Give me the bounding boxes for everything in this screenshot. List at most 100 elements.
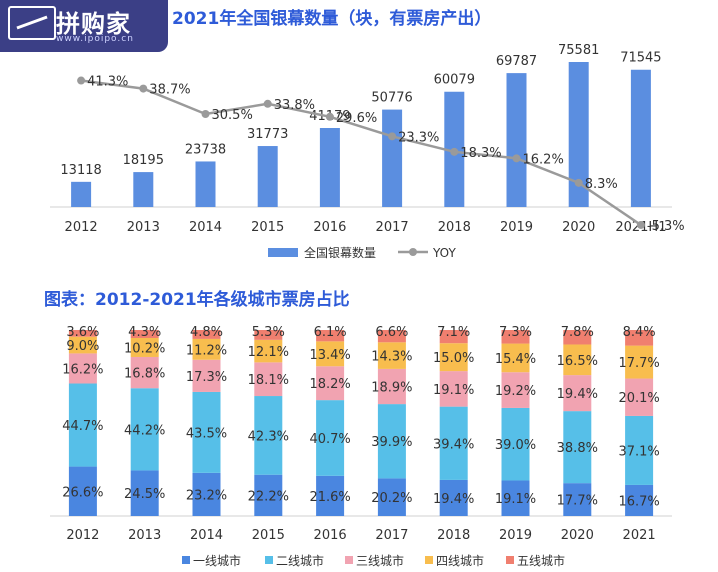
chart2-segment	[130, 330, 159, 338]
chart1-bar	[71, 181, 92, 207]
chart2-segment	[501, 480, 530, 516]
chart2-segment-label: 17.3%	[186, 370, 227, 385]
chart2-segment	[625, 378, 654, 416]
chart2-x-tick: 2015	[252, 528, 285, 543]
chart1-yoy-label: 8.3%	[585, 177, 618, 192]
chart1-bar	[382, 109, 403, 207]
logo-chart-icon	[8, 6, 56, 40]
chart2-segment	[316, 400, 345, 476]
chart2-segment-label: 39.0%	[495, 438, 536, 453]
chart2-segment	[192, 330, 221, 339]
chart1-x-tick: 2015	[251, 220, 284, 235]
chart2-segment	[563, 411, 592, 484]
chart1-yoy-point	[512, 154, 521, 163]
chart2-legend-label: 四线城市	[436, 553, 484, 568]
chart2-legend-label: 三线城市	[356, 553, 404, 568]
chart2-segment-label: 19.4%	[557, 387, 598, 402]
chart2-segment	[192, 472, 221, 516]
chart2-segment-label: 16.2%	[62, 362, 103, 377]
chart2-segment-label: 7.8%	[561, 325, 594, 340]
chart2-segment	[501, 343, 530, 373]
chart1-bar	[630, 69, 651, 207]
chart1-bar	[568, 62, 589, 207]
chart2-legend-label: 一线城市	[193, 553, 241, 568]
site-logo: 拼购家 www.ipoipo.cn	[0, 0, 168, 52]
chart2-segment	[377, 368, 406, 405]
chart1-bar-label: 69787	[496, 54, 537, 69]
chart2-segment-label: 44.2%	[124, 423, 165, 438]
chart1-yoy-label: 16.2%	[523, 152, 564, 167]
chart1-yoy-label: 30.5%	[212, 108, 253, 123]
chart1-bar	[133, 172, 154, 207]
chart2-segment-label: 15.0%	[433, 351, 474, 366]
chart1-x-tick: 2020	[562, 220, 595, 235]
chart2-segment-label: 19.1%	[495, 492, 536, 507]
chart2-segment	[68, 466, 97, 516]
chart1-bar-label: 13118	[60, 163, 101, 178]
chart2-segment	[377, 342, 406, 369]
chart2-segment-label: 3.6%	[66, 325, 99, 340]
chart1-yoy-point	[139, 84, 148, 93]
chart2-segment-label: 37.1%	[618, 444, 659, 459]
chart1-bar-label: 50776	[371, 91, 412, 106]
chart2-segment-label: 19.2%	[495, 384, 536, 399]
chart1-x-tick: 2016	[313, 220, 346, 235]
chart2-legend-swatch	[425, 556, 433, 564]
chart1-yoy-label: 18.3%	[460, 146, 501, 161]
chart2-segment	[192, 391, 221, 473]
chart2-x-tick: 2020	[561, 528, 594, 543]
chart2-segment-label: 23.2%	[186, 488, 227, 503]
chart1-yoy-label: 38.7%	[149, 83, 190, 98]
chart2-segment	[563, 483, 592, 516]
chart2-segment-label: 8.4%	[623, 325, 656, 340]
chart2-segment	[192, 359, 221, 392]
chart2-segment	[68, 330, 97, 337]
chart2-segment	[501, 407, 530, 481]
chart2-segment-label: 16.7%	[618, 494, 659, 509]
chart2-segment	[439, 330, 468, 344]
chart2-x-tick: 2012	[66, 528, 99, 543]
chart2-segment-label: 5.3%	[252, 325, 285, 340]
chart1-x-tick: 2014	[189, 220, 222, 235]
chart2-segment	[563, 375, 592, 412]
chart2-segment-label: 18.2%	[309, 377, 350, 392]
chart2-segment-label: 20.2%	[371, 491, 412, 506]
chart2-segment	[563, 330, 592, 345]
chart2-x-tick: 2019	[499, 528, 532, 543]
chart1-yoy-line	[80, 79, 642, 227]
chart1-x-tick: 2013	[127, 220, 160, 235]
chart2-x-tick: 2017	[375, 528, 408, 543]
chart1-yoy-label: 29.6%	[336, 111, 377, 126]
chart2-segment-label: 17.7%	[557, 494, 598, 509]
chart1-legend-line-label: YOY	[432, 246, 456, 260]
chart2-segment-label: 39.9%	[371, 435, 412, 450]
chart2-segment	[625, 330, 654, 346]
chart1-bar	[195, 161, 216, 207]
chart2-x-tick: 2014	[190, 528, 223, 543]
chart1-bar-label: 31773	[247, 127, 288, 142]
chart2-segment	[377, 404, 406, 479]
chart2-segment-label: 9.0%	[66, 339, 99, 354]
chart1-title: 2021年全国银幕数量（块，有票房产出）	[172, 9, 492, 29]
chart2-legend-swatch	[345, 556, 353, 564]
chart1-legend-line-marker	[409, 248, 417, 256]
chart2-segment	[377, 478, 406, 516]
chart2-segment	[625, 484, 654, 516]
chart1-yoy-point	[388, 132, 397, 141]
chart2-x-tick: 2013	[128, 528, 161, 543]
chart1-yoy-label: -5.3%	[647, 219, 685, 234]
chart1-yoy-point	[636, 220, 645, 229]
chart2-segment-label: 6.1%	[314, 325, 347, 340]
chart1-yoy-point	[450, 147, 459, 156]
chart2-segment	[130, 356, 159, 389]
chart2-segment	[68, 353, 97, 384]
chart2-segment	[625, 415, 654, 485]
chart2-segment-label: 19.1%	[433, 383, 474, 398]
chart2-segment	[563, 344, 592, 376]
chart2-segment	[254, 362, 283, 397]
chart2-legend-label: 五线城市	[517, 553, 565, 568]
chart2-segment-label: 22.2%	[248, 489, 289, 504]
chart2-segment-label: 26.6%	[62, 485, 103, 500]
chart2-segment-label: 20.1%	[618, 391, 659, 406]
chart2-segment	[68, 383, 97, 467]
